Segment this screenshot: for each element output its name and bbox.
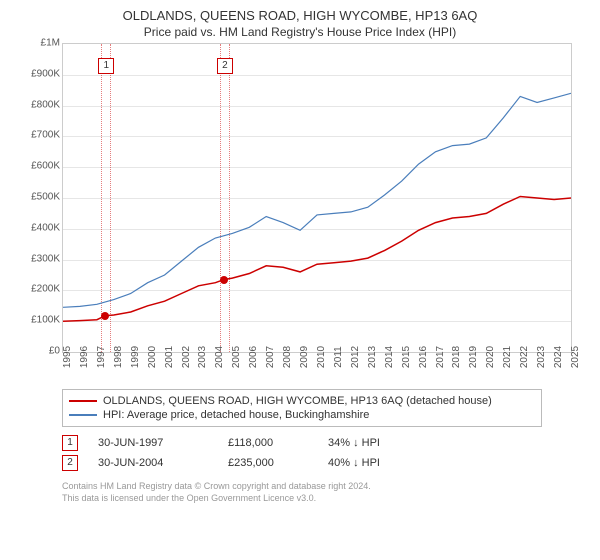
sale-row: 1 30-JUN-1997 £118,000 34% ↓ HPI [62, 433, 580, 453]
chart-container: OLDLANDS, QUEENS ROAD, HIGH WYCOMBE, HP1… [0, 0, 600, 560]
x-tick-label: 2005 [231, 346, 242, 368]
y-tick-label: £500K [31, 192, 60, 203]
x-tick-label: 2008 [282, 346, 293, 368]
x-tick-label: 2015 [401, 346, 412, 368]
x-tick-label: 2018 [451, 346, 462, 368]
x-tick-label: 2000 [147, 346, 158, 368]
x-tick-label: 2007 [265, 346, 276, 368]
x-tick-label: 2019 [468, 346, 479, 368]
x-tick-label: 2022 [519, 346, 530, 368]
legend-swatch [69, 414, 97, 416]
x-tick-label: 1997 [96, 346, 107, 368]
x-tick-label: 2013 [367, 346, 378, 368]
x-tick-label: 2006 [248, 346, 259, 368]
sale-row-marker: 2 [62, 455, 78, 471]
chart-subtitle: Price paid vs. HM Land Registry's House … [0, 23, 600, 43]
chart-title: OLDLANDS, QUEENS ROAD, HIGH WYCOMBE, HP1… [0, 0, 600, 23]
sale-marker-box: 2 [217, 58, 233, 74]
sale-marker-box: 1 [98, 58, 114, 74]
y-tick-label: £400K [31, 222, 60, 233]
y-tick-label: £700K [31, 130, 60, 141]
legend-item: OLDLANDS, QUEENS ROAD, HIGH WYCOMBE, HP1… [69, 394, 535, 408]
line-series [63, 44, 571, 352]
x-tick-label: 2009 [299, 346, 310, 368]
legend-label: HPI: Average price, detached house, Buck… [103, 409, 369, 421]
x-tick-label: 2024 [553, 346, 564, 368]
sales-table: 1 30-JUN-1997 £118,000 34% ↓ HPI 2 30-JUN-200… [62, 433, 580, 473]
x-tick-label: 1998 [113, 346, 124, 368]
sale-point [220, 276, 228, 284]
plot-region: 12 [62, 43, 572, 353]
x-tick-label: 1995 [62, 346, 73, 368]
y-tick-label: £600K [31, 161, 60, 172]
x-tick-label: 2017 [435, 346, 446, 368]
x-tick-label: 2001 [164, 346, 175, 368]
y-tick-label: £1M [41, 38, 60, 49]
sale-pct-vs-hpi: 40% ↓ HPI [328, 457, 428, 469]
chart-area: 12 £0£100K£200K£300K£400K£500K£600K£700K… [20, 43, 580, 383]
y-tick-label: £800K [31, 99, 60, 110]
x-tick-label: 2023 [536, 346, 547, 368]
x-tick-label: 2021 [502, 346, 513, 368]
sale-point [101, 312, 109, 320]
x-tick-label: 2003 [197, 346, 208, 368]
footer-line2: This data is licensed under the Open Gov… [62, 493, 580, 505]
sale-date: 30-JUN-2004 [98, 457, 208, 469]
x-tick-label: 2010 [316, 346, 327, 368]
x-tick-label: 1999 [130, 346, 141, 368]
sale-row-marker: 1 [62, 435, 78, 451]
sale-price: £118,000 [228, 437, 308, 449]
y-tick-label: £100K [31, 315, 60, 326]
sale-pct-vs-hpi: 34% ↓ HPI [328, 437, 428, 449]
x-tick-label: 2016 [418, 346, 429, 368]
legend-item: HPI: Average price, detached house, Buck… [69, 408, 535, 422]
footer-attribution: Contains HM Land Registry data © Crown c… [62, 481, 580, 504]
x-tick-label: 2014 [384, 346, 395, 368]
y-tick-label: £300K [31, 253, 60, 264]
x-tick-label: 2004 [214, 346, 225, 368]
x-tick-label: 2002 [181, 346, 192, 368]
x-tick-label: 2020 [485, 346, 496, 368]
series-hpi [63, 93, 571, 307]
legend-label: OLDLANDS, QUEENS ROAD, HIGH WYCOMBE, HP1… [103, 395, 492, 407]
legend: OLDLANDS, QUEENS ROAD, HIGH WYCOMBE, HP1… [62, 389, 542, 427]
sale-price: £235,000 [228, 457, 308, 469]
sale-date: 30-JUN-1997 [98, 437, 208, 449]
legend-swatch [69, 400, 97, 402]
x-tick-label: 1996 [79, 346, 90, 368]
footer-line1: Contains HM Land Registry data © Crown c… [62, 481, 580, 493]
y-tick-label: £0 [49, 346, 60, 357]
x-tick-label: 2025 [570, 346, 581, 368]
y-tick-label: £200K [31, 284, 60, 295]
y-tick-label: £900K [31, 68, 60, 79]
sale-row: 2 30-JUN-2004 £235,000 40% ↓ HPI [62, 453, 580, 473]
x-tick-label: 2011 [333, 346, 344, 368]
x-tick-label: 2012 [350, 346, 361, 368]
